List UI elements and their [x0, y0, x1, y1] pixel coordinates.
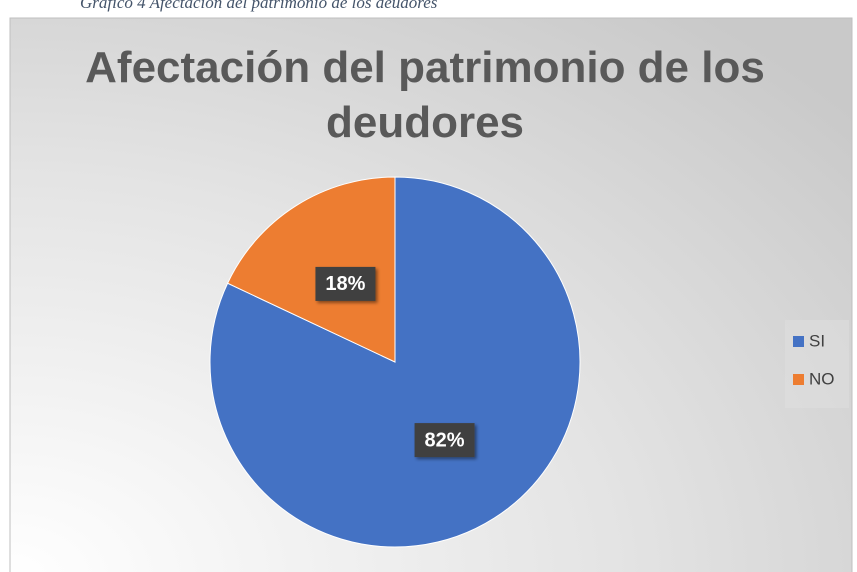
- legend-label: SI: [809, 331, 825, 350]
- data-label-box: [414, 423, 475, 458]
- data-label: 82%: [425, 429, 465, 451]
- data-label-box: [315, 266, 376, 301]
- legend-swatch: [793, 336, 804, 347]
- legend: [785, 320, 849, 408]
- legend-swatch: [793, 374, 804, 385]
- pie-slice: [226, 176, 396, 363]
- caption: Gráfico 4 Afectación del patrimonio de l…: [80, 0, 438, 12]
- legend-label: NO: [809, 369, 835, 388]
- chart-title: Afectación del patrimonio de los deudores: [85, 43, 765, 147]
- data-label: 18%: [325, 273, 365, 295]
